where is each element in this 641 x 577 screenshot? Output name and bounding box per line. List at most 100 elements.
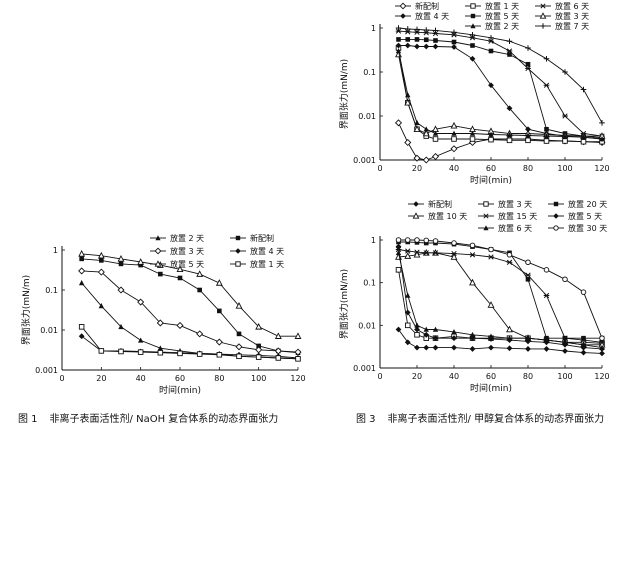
data-point xyxy=(506,105,513,112)
data-point xyxy=(394,119,403,127)
data-point xyxy=(404,26,411,32)
legend-label: 放置 5 天 xyxy=(568,211,602,221)
legend-label: 新配制 xyxy=(415,1,439,11)
legend-marker xyxy=(540,23,546,29)
series-line xyxy=(81,335,299,359)
data-point xyxy=(562,133,568,139)
data-point xyxy=(235,302,243,309)
data-point xyxy=(396,37,401,42)
data-point xyxy=(488,48,494,54)
chart-fig3-upper: 0 20 40 60 80 100 120 0.001 0.01 0.1 1 时间(min) 界面张力(… xyxy=(338,1,610,186)
data-point xyxy=(78,267,86,275)
data-point xyxy=(580,138,587,145)
data-point xyxy=(525,259,531,266)
series-line xyxy=(81,253,298,337)
series-line xyxy=(398,269,603,344)
data-point xyxy=(404,98,412,106)
chart-fig1-naoh: 0 20 40 60 80 100 120 0.001 0.01 0.1 1 时间(min) 界面张力(… xyxy=(20,233,306,396)
data-point xyxy=(196,330,204,338)
data-point xyxy=(117,254,125,262)
data-point xyxy=(543,292,550,299)
data-point xyxy=(469,35,476,41)
data-point xyxy=(423,344,430,351)
series-line xyxy=(398,249,603,343)
data-point xyxy=(432,27,439,34)
data-point xyxy=(413,250,421,258)
data-point xyxy=(395,249,402,256)
legend-label: 放置 10 天 xyxy=(428,211,467,221)
x-axis-title: 时间(min) xyxy=(470,174,512,186)
data-point xyxy=(196,351,203,357)
data-point xyxy=(395,243,402,250)
data-point xyxy=(156,319,164,327)
x-tick-label: 40 xyxy=(449,164,459,173)
series-2 xyxy=(78,280,301,362)
data-point xyxy=(117,286,125,294)
data-point xyxy=(216,352,223,358)
data-point xyxy=(414,322,420,328)
x-tick-label: 0 xyxy=(377,372,382,381)
data-point xyxy=(451,39,457,45)
data-point xyxy=(404,138,412,147)
x-tick-label: 20 xyxy=(412,372,422,381)
series-line xyxy=(398,48,602,143)
data-point xyxy=(469,242,476,249)
data-point xyxy=(451,240,457,246)
data-point xyxy=(395,237,402,243)
series-line xyxy=(398,38,603,139)
y-tick-label: 0.001 xyxy=(35,366,58,375)
data-point xyxy=(543,82,550,88)
x-tick-label: 100 xyxy=(557,372,572,381)
x-tick-label: 80 xyxy=(523,372,533,381)
data-point xyxy=(414,237,420,243)
data-point xyxy=(78,333,85,340)
legend-label: 放置 4 天 xyxy=(415,11,449,21)
legend-marker xyxy=(553,225,559,231)
data-point xyxy=(217,308,222,314)
data-point xyxy=(79,256,84,262)
legend-label: 放置 3 天 xyxy=(555,11,589,21)
data-point xyxy=(506,252,513,258)
data-point xyxy=(580,349,587,356)
data-point xyxy=(405,292,411,298)
data-point xyxy=(599,335,605,341)
legend: 新配制 放置 1 天 放置 6 天放置 4 天 放置 5 天 放置 3 天放置 2 天 放… xyxy=(395,1,589,31)
data-point xyxy=(414,326,420,333)
data-point xyxy=(404,322,411,329)
data-point xyxy=(137,258,145,265)
series-4 xyxy=(395,248,606,348)
data-point xyxy=(525,45,531,51)
data-point xyxy=(470,43,475,48)
data-point xyxy=(432,130,439,136)
data-point xyxy=(469,32,476,38)
data-point xyxy=(543,133,550,139)
x-tick-label: 0 xyxy=(377,164,382,173)
y-tick-label: 1 xyxy=(53,246,58,255)
data-point xyxy=(506,132,513,138)
y-tick-label: 0.1 xyxy=(45,286,58,295)
figure-1-caption-text: 非离子表面活性剂/ NaOH 复合体系的动态界面张力 xyxy=(49,414,279,425)
data-point xyxy=(469,252,476,258)
data-point xyxy=(451,29,457,36)
data-point xyxy=(543,138,550,144)
data-point xyxy=(97,251,105,259)
y-tick-label: 0.1 xyxy=(363,279,376,288)
y-tick-label: 0.01 xyxy=(358,321,376,330)
series-4 xyxy=(395,42,605,142)
data-point xyxy=(543,346,550,352)
legend-label: 放置 6 天 xyxy=(555,1,589,11)
data-point xyxy=(580,289,587,295)
data-point xyxy=(422,129,430,137)
data-point xyxy=(197,287,202,293)
data-point xyxy=(215,338,223,346)
data-point xyxy=(395,25,402,31)
x-tick-label: 40 xyxy=(136,374,146,383)
data-point xyxy=(469,278,476,286)
data-point xyxy=(451,130,457,136)
data-point xyxy=(295,356,301,362)
legend-marker xyxy=(413,201,419,207)
legend-label: 放置 5 天 xyxy=(485,11,519,21)
data-point xyxy=(78,249,86,257)
data-point xyxy=(414,332,420,338)
legend-label: 放置 1 天 xyxy=(485,1,519,11)
